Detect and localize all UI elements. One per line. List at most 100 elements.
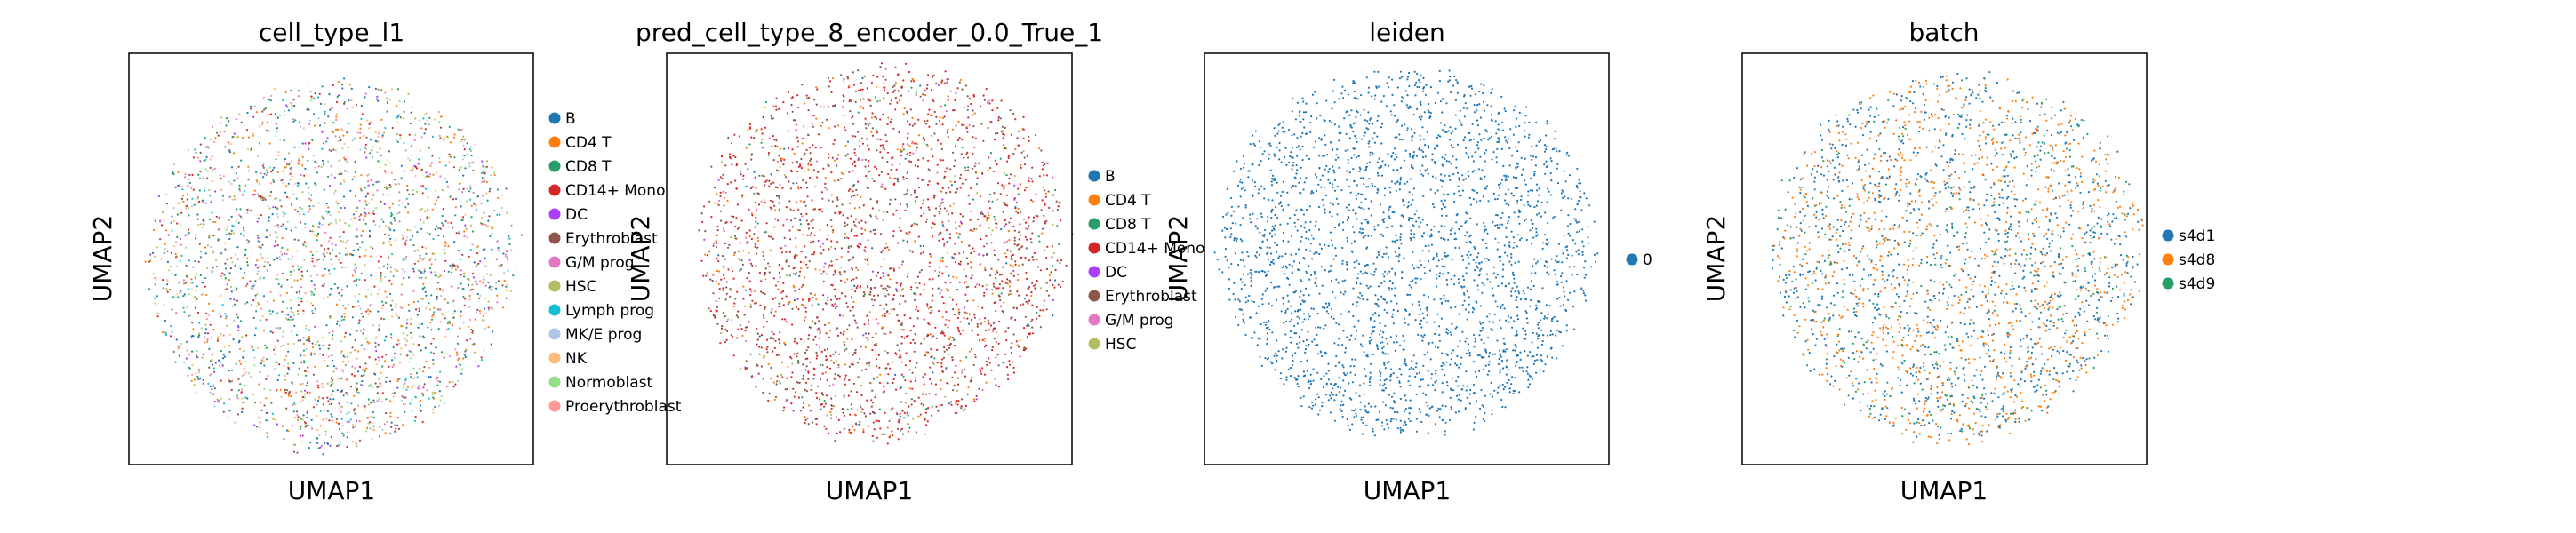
scatter-point [328,344,331,346]
scatter-point [704,253,707,256]
scatter-point [268,195,271,197]
scatter-point [833,105,836,107]
scatter-point [819,398,821,401]
scatter-point [970,210,972,212]
scatter-point [300,354,302,357]
scatter-point [266,121,269,123]
scatter-point [173,245,176,248]
scatter-point [228,149,231,152]
scatter-point [376,386,379,388]
scatter-point [876,138,879,140]
scatter-point [784,343,787,346]
scatter-point [810,157,812,160]
scatter-point [358,246,361,249]
scatter-point [1012,371,1016,374]
scatter-point [296,310,300,313]
scatter-point [975,171,978,173]
scatter-point [409,159,412,162]
scatter-point [913,142,916,145]
scatter-point [258,417,260,419]
scatter-point [889,102,892,105]
scatter-point [372,183,375,186]
scatter-point [372,324,374,327]
scatter-point [451,194,453,196]
scatter-point [287,109,290,112]
scatter-point [797,396,801,399]
scatter-point [903,411,906,414]
scatter-point [282,330,284,333]
scatter-point [311,230,314,233]
scatter-point [941,370,944,372]
scatter-point [807,168,810,171]
scatter-point [296,414,299,417]
scatter-point [1008,285,1011,288]
scatter-point [461,253,464,256]
scatter-point [235,118,237,121]
scatter-point [363,328,365,330]
scatter-point [802,179,804,182]
scatter-point [915,308,917,311]
scatter-point [922,137,924,139]
scatter-point [922,251,924,254]
scatter-point [484,297,487,299]
scatter-point [308,197,311,200]
scatter-point [908,231,911,234]
scatter-point [959,187,962,189]
scatter-point [913,350,916,353]
scatter-point [424,123,427,125]
scatter-point [289,318,292,322]
scatter-point [937,274,940,277]
scatter-point [238,360,241,362]
scatter-point [1038,314,1041,317]
scatter-point [472,276,476,279]
scatter-point [764,278,767,281]
scatter-point [782,101,785,104]
scatter-point [302,337,305,339]
scatter-point [483,349,486,352]
scatter-point [1027,302,1029,305]
scatter-point [875,318,877,321]
scatter-point [854,290,857,293]
scatter-point [795,245,797,248]
legend-marker [548,256,561,268]
scatter-point [443,137,446,139]
scatter-point [882,113,884,115]
scatter-point [866,87,868,90]
scatter-point [745,185,748,187]
scatter-point [811,253,813,256]
scatter-point [470,204,473,207]
scatter-point [276,327,280,330]
scatter-point [263,172,266,175]
scatter-point [260,123,264,126]
scatter-point [1036,317,1038,320]
scatter-point [341,266,344,268]
scatter-point [930,306,932,309]
scatter-point [344,363,347,366]
scatter-point [994,274,996,276]
scatter-point [239,383,242,386]
scatter-point [789,187,793,190]
scatter-point [381,135,384,138]
scatter-point [749,262,753,265]
scatter-point [722,173,724,176]
scatter-point [935,405,938,408]
scatter-point [191,363,194,366]
scatter-point [236,246,239,249]
scatter-point [446,186,450,188]
scatter-point [292,342,295,345]
scatter-point [400,347,403,350]
scatter-point [863,249,866,251]
scatter-point [1030,320,1033,322]
scatter-point [254,297,257,299]
scatter-point [981,306,984,309]
scatter-point [242,401,244,403]
scatter-point [875,129,878,131]
scatter-point [310,352,313,354]
scatter-point [798,288,801,290]
scatter-point [731,270,734,273]
scatter-point [196,298,198,300]
scatter-point [484,312,487,314]
scatter-point [730,181,732,184]
scatter-point [340,172,343,175]
scatter-point [868,124,870,127]
